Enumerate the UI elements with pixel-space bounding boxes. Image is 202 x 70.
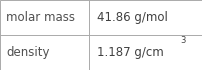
Text: 1.187 g/cm: 1.187 g/cm [97, 46, 164, 59]
Text: molar mass: molar mass [6, 11, 75, 24]
Text: density: density [6, 46, 49, 59]
Text: 41.86 g/mol: 41.86 g/mol [97, 11, 168, 24]
Text: 3: 3 [181, 36, 186, 45]
